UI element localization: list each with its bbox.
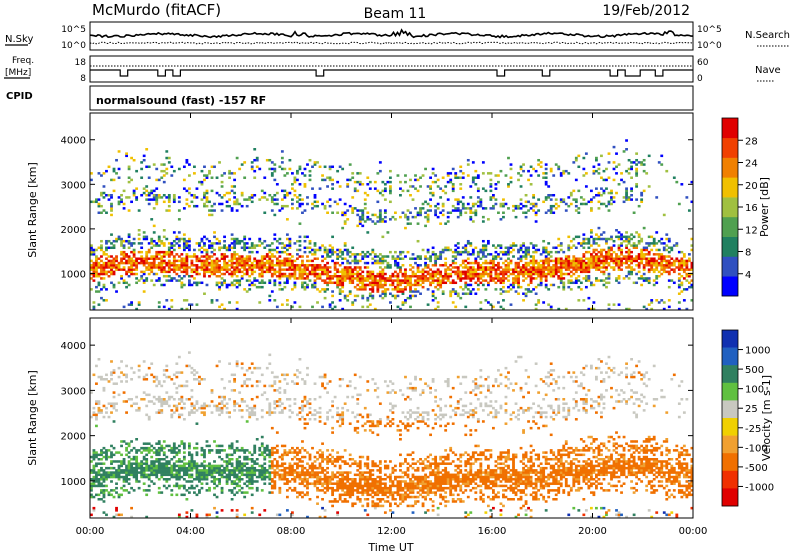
velocity-colorbar-label: Velocity [m s-1] [760,375,773,461]
colorbar-tick-label: -25 [745,424,761,435]
velocity-scatter [90,351,694,519]
nsky-top-tick: 10^5 [61,25,86,35]
nsearch-label: N.Search [745,30,790,41]
colorbar-tick-label: 12 [745,225,758,236]
nsky-label: N.Sky [5,34,33,45]
y-tick-label: 4000 [61,341,86,352]
nave-label: Nave [755,65,781,76]
colorbar-tick-label: -500 [745,463,768,474]
velocity-x-axis: 00:00 04:00 08:00 12:00 16:00 20:00 00:00 [76,318,708,537]
cpid-strip: CPID normalsound (fast) -157 RF [6,85,694,111]
date-title: 19/Feb/2012 [602,3,690,19]
colorbar-tick-label: 28 [745,136,758,147]
colorbar-tick-label: 20 [745,181,758,192]
colorbar-tick-label: -100 [745,443,768,454]
colorbar-tick-label: 4 [745,270,751,281]
nave-top-tick: 60 [697,58,709,68]
colorbar-tick-label: 16 [745,203,758,214]
y-tick-label: 2000 [61,225,86,236]
power-x-ticks [89,113,694,310]
y-tick-label: 2000 [61,432,86,443]
nsky-trace [89,28,693,39]
cpid-label: CPID [6,91,33,102]
y-tick-label: 3000 [61,386,86,397]
colorbar-tick-label: 500 [745,365,764,376]
freq-top-tick: 18 [75,58,87,68]
site-title: McMurdo (fitACF) [92,1,221,19]
velocity-xlabel: Time UT [367,541,413,554]
colorbar-tick-label: 24 [745,159,758,170]
velocity-ylabel: Slant Range [km] [26,370,39,466]
freq-trace [90,69,693,77]
power-colorbar-label: Power [dB] [758,177,771,237]
x-tick-label: 08:00 [277,526,306,537]
velocity-y-axis: 1000 2000 3000 4000 [61,341,693,488]
colorbar-tick-label: 25 [745,404,758,415]
y-tick-label: 4000 [61,136,86,147]
beam-title: Beam 11 [364,6,427,22]
nsky-strip: N.Sky 10^5 10^0 10^5 10^0 N.Search [5,21,790,51]
x-tick-label: 12:00 [377,526,406,537]
colorbar-tick-label: 100 [745,385,764,396]
y-tick-label: 3000 [61,180,86,191]
freq-strip: Freq. [MHz] 18 8 60 0 Nave [4,55,781,84]
nsearch-top-tick: 10^5 [697,25,722,35]
x-tick-label: 04:00 [176,526,205,537]
power-scatter [90,139,694,311]
x-tick-label: 00:00 [679,526,708,537]
x-tick-label: 16:00 [478,526,507,537]
power-y-axis: 1000 2000 3000 4000 [61,136,693,280]
velocity-panel: 1000 2000 3000 4000 00:00 04:00 08:00 12:00 16:… [26,317,708,554]
colorbar-tick-label: 8 [745,248,751,259]
colorbar-tick-label: -1000 [745,482,774,493]
power-colorbar: 4 8 12 16 20 24 28 Power [dB] [721,117,771,297]
nsearch-bottom-tick: 10^0 [697,41,722,51]
y-tick-label: 1000 [61,269,86,280]
x-tick-label: 00:00 [76,526,105,537]
freq-bottom-tick: 8 [80,74,86,84]
cpid-text: normalsound (fast) -157 RF [96,94,266,107]
y-tick-label: 1000 [61,477,86,488]
power-panel: 1000 2000 3000 4000 Slant Range [km] [26,112,694,311]
velocity-colorbar: 1000 500 100 25 -25 -100 -500 -1000 Velocity [m… [721,329,774,507]
x-tick-label: 20:00 [578,526,607,537]
nsearch-trace [89,41,694,45]
nave-bottom-tick: 0 [697,74,703,84]
colorbar-tick-label: 1000 [745,346,770,357]
power-ylabel: Slant Range [km] [26,162,39,258]
freq-label-2: [MHz] [5,68,31,78]
nsky-bottom-tick: 10^0 [61,41,86,51]
freq-label-1: Freq. [12,56,34,66]
